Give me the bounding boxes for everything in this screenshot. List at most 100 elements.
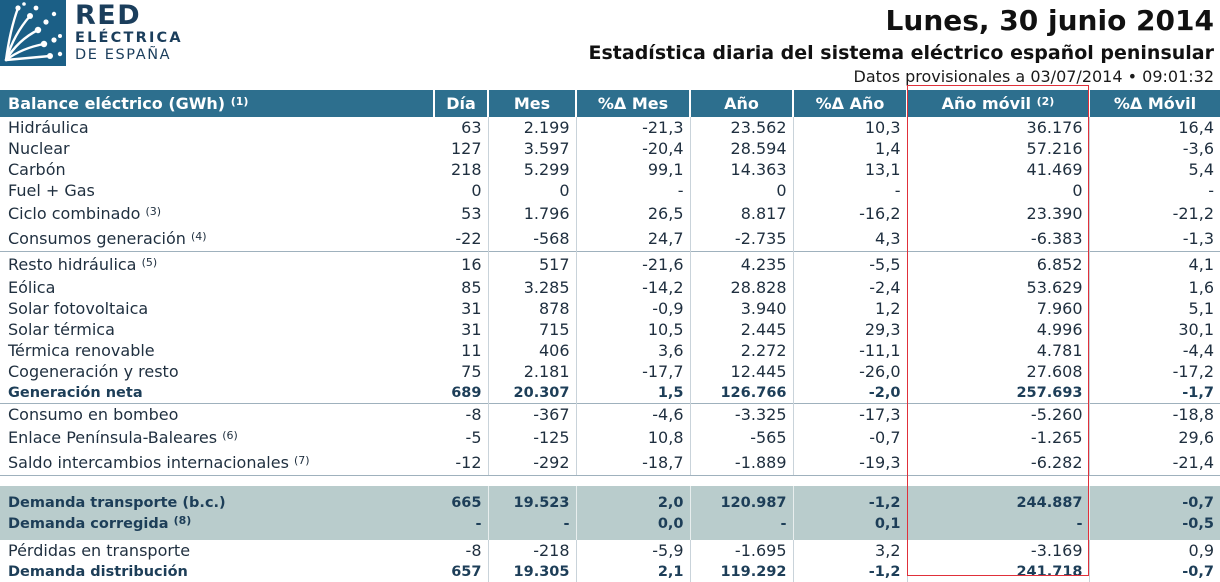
cell-value: 3.597 [488,138,577,159]
table-row: Hidráulica 63 2.199 -21,3 23.562 10,3 36.176 16… [0,117,1220,138]
cell-value: 85 [434,277,489,298]
cell-value: -2,4 [793,277,908,298]
table-row: Nuclear 127 3.597 -20,4 28.594 1,4 57.216 -3,6 [0,138,1220,159]
cell-value: -565 [690,425,794,450]
cell-value: -6.282 [907,450,1090,476]
cell-value: 36.176 [907,117,1090,138]
provisional-data-timestamp: Datos provisionales a 03/07/2014 • 09:01… [853,67,1215,86]
row-label: Eólica [8,278,56,297]
cell-value: 120.987 [690,486,794,513]
cell-value: 244.887 [907,486,1090,513]
cell-value: 23.562 [690,117,794,138]
cell-value: -8 [434,540,489,561]
cell-value: -1,2 [793,561,908,582]
row-label: Solar fotovoltaica [8,299,149,318]
cell-value: 31 [434,298,489,319]
column-header-mes: Mes [488,90,577,117]
column-header-pct-ano: %Δ Año [793,90,908,117]
cell-value: -3,6 [1182,139,1214,158]
cell-value: -218 [488,540,577,561]
cell-value: 2.181 [488,361,577,382]
row-label: Enlace Península-Baleares (6) [8,428,238,447]
cell-value: - [690,513,794,540]
cell-value: 1,4 [793,138,908,159]
cell-value: 28.828 [690,277,794,298]
page-date-title: Lunes, 30 junio 2014 [885,4,1214,37]
cell-value: - [434,513,489,540]
row-label: Consumo en bombeo [0,403,434,425]
cell-value: -11,1 [793,340,908,361]
cell-value: -5 [434,425,489,450]
cell-value: 10,8 [576,425,691,450]
cell-value: 218 [434,159,489,180]
cell-value: 30,1 [1178,320,1214,339]
cell-value: 3.285 [488,277,577,298]
table-row: Fuel + Gas 0 0-0-0- [0,180,1220,201]
cell-value: -12 [434,450,489,476]
table-row: Ciclo combinado (3) 53 1.796 26,5 8.817 -16,2… [0,201,1220,226]
cell-value: 7.960 [907,298,1090,319]
table-row: Térmica renovable 11 406 3,6 2.272 -11,1 4.781… [0,340,1220,361]
cell-value: -125 [488,425,577,450]
row-label: Cogeneración y resto [8,362,179,381]
cell-value: -568 [488,226,577,252]
cell-value: 1.796 [488,201,577,226]
cell-value: -1,7 [1182,384,1214,401]
cell-value: 0 [690,180,794,201]
cell-value: 127 [434,138,489,159]
table-row: Consumo en bombeo -8 -367 -4,6 -3.325 -17,3 -5… [0,403,1220,425]
cell-value: 99,1 [576,159,691,180]
cell-value: 3,2 [793,540,908,561]
column-header-pct-movil: %Δ Móvil [1089,90,1220,117]
cell-value: 75 [434,361,489,382]
cell-value: 53 [434,201,489,226]
table-row: Saldo intercambios internacionales (7) -1… [0,450,1220,476]
cell-value: 3.940 [690,298,794,319]
logo-text-line3: DE ESPAÑA [75,47,172,63]
cell-value: -18,7 [576,450,691,476]
cell-value: 689 [434,382,489,404]
cell-value: -1.265 [907,425,1090,450]
row-label: Saldo intercambios internacionales (7) [0,450,434,476]
cell-value: 4.235 [690,251,794,277]
cell-value: - [576,180,691,201]
cell-value: -0,5 [1089,513,1220,540]
cell-value: 4.781 [907,340,1090,361]
cell-value: -8 [434,403,489,425]
cell-value: 12.445 [690,361,794,382]
cell-value: 2,0 [576,486,691,513]
cell-value: -17,2 [1172,362,1214,381]
cell-value: 19.305 [488,561,577,582]
cell-value: -1,3 [1182,229,1214,248]
row-label: Generación neta [8,384,143,401]
cell-value: 0,0 [576,513,691,540]
cell-value: -1,2 [793,486,908,513]
row-label: Resto hidráulica (5) [0,251,434,277]
cell-value: -17,3 [793,403,908,425]
cell-value: 29,6 [1178,428,1214,447]
cell-value: 5.299 [488,159,577,180]
cell-value: 8.817 [690,201,794,226]
cell-value: 126.766 [690,382,794,404]
table-row: Generación neta 689 20.307 1,5 126.766 -2,0 25… [0,382,1220,404]
cell-value: -5,9 [576,540,691,561]
cell-value: -19,3 [793,450,908,476]
cell-value: 57.216 [907,138,1090,159]
table-row: Cogeneración y resto 75 2.181 -17,7 12.445 -2… [0,361,1220,382]
cell-value: -6.383 [907,226,1090,252]
cell-value: -5.260 [907,403,1090,425]
table-row: Solar térmica 31 715 10,5 2.445 29,3 4.996 30,1 [0,319,1220,340]
cell-value: -17,7 [576,361,691,382]
cell-value: -21,6 [576,251,691,277]
table-header-row: Balance eléctrico (GWh) (1) Día Mes %Δ M… [0,90,1220,117]
cell-value: 1,6 [1188,278,1214,297]
cell-value: 0,9 [1188,541,1214,560]
cell-value: 24,7 [576,226,691,252]
row-label: Térmica renovable [8,341,155,360]
cell-value: -26,0 [793,361,908,382]
page-subtitle: Estadística diaria del sistema eléctrico… [588,42,1214,64]
cell-value: -3.169 [907,540,1090,561]
red-electrica-logo: RED ELÉCTRICA DE ESPAÑA [0,0,200,66]
row-label: Fuel + Gas [8,181,95,200]
row-label: Consumos generación (4) [8,229,207,248]
